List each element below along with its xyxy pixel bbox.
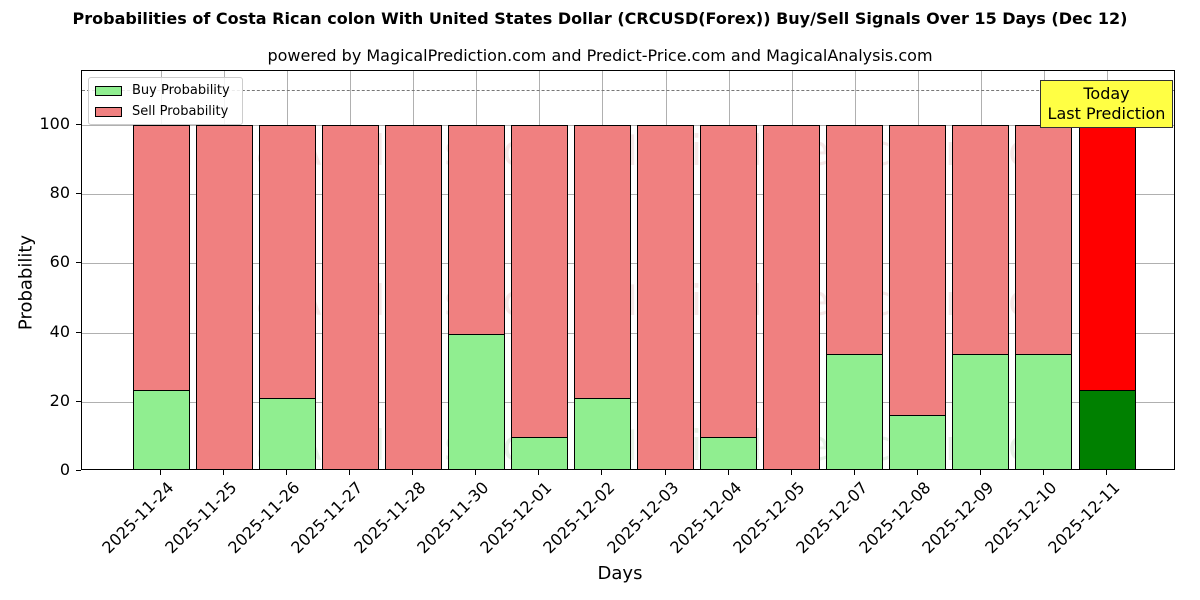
plot-area: MagicalAnalysis.comMagicalPrediction.com… — [81, 70, 1175, 470]
bar-sell — [1015, 125, 1073, 356]
y-tick-mark — [76, 400, 81, 402]
y-tick-mark — [76, 262, 81, 264]
x-tick-mark — [286, 470, 288, 475]
x-tick-mark — [916, 470, 918, 475]
bar-buy — [1015, 354, 1073, 469]
today-annotation: Today Last Prediction — [1040, 80, 1173, 128]
bar-buy — [573, 398, 631, 469]
y-tick-mark — [76, 331, 81, 333]
bar-sell — [258, 125, 316, 400]
x-tick-mark — [223, 470, 225, 475]
bar-sell — [700, 125, 758, 439]
x-tick-mark — [412, 470, 414, 475]
bar-buy — [258, 398, 316, 469]
legend-item-buy: Buy Probability — [95, 83, 230, 98]
bar-buy — [700, 437, 758, 469]
bar-sell — [195, 125, 253, 469]
chart-title: Probabilities of Costa Rican colon With … — [72, 9, 1128, 28]
bar-sell — [510, 125, 568, 439]
x-tick-mark — [1106, 470, 1108, 475]
y-tick-mark — [76, 470, 81, 471]
legend-buy-label: Buy Probability — [132, 83, 230, 98]
y-tick-label: 20 — [49, 390, 70, 410]
x-tick-mark — [727, 470, 729, 475]
x-axis-label: Days — [597, 563, 643, 584]
y-tick-label: 100 — [39, 114, 70, 133]
bar-buy — [447, 333, 505, 469]
y-tick-label: 80 — [49, 183, 70, 203]
bar-sell — [889, 125, 947, 416]
x-tick-mark — [853, 470, 855, 475]
annotation-line-1: Today — [1083, 84, 1130, 103]
x-tick-mark — [979, 470, 981, 475]
bar-sell — [952, 125, 1010, 356]
bar-buy — [826, 354, 884, 469]
legend-sell-label: Sell Probability — [132, 104, 229, 119]
bar-sell — [763, 125, 821, 469]
chart-subtitle: powered by MagicalPrediction.com and Pre… — [267, 46, 933, 65]
bar-buy — [132, 390, 190, 469]
y-tick-mark — [76, 193, 81, 195]
bar-buy — [952, 354, 1010, 469]
bar-buy — [510, 437, 568, 469]
x-tick-mark — [1042, 470, 1044, 475]
y-axis-label: Probability — [15, 234, 37, 331]
x-tick-mark — [538, 470, 540, 475]
bar-sell — [637, 125, 695, 469]
bar-sell — [321, 125, 379, 469]
bar-sell — [826, 125, 884, 356]
x-tick-mark — [349, 470, 351, 475]
x-tick-mark — [601, 470, 603, 475]
legend-item-sell: Sell Probability — [95, 104, 228, 119]
buy-swatch-icon — [95, 85, 122, 96]
sell-swatch-icon — [95, 106, 122, 117]
y-tick-label: 60 — [49, 252, 70, 272]
y-tick-mark — [76, 124, 81, 125]
reference-dashed-line — [82, 90, 1174, 92]
y-tick-label: 40 — [49, 321, 70, 341]
y-tick-label: 0 — [59, 460, 70, 479]
bar-buy — [889, 414, 947, 469]
bar-sell — [447, 125, 505, 335]
x-tick-mark — [790, 470, 792, 475]
bar-sell — [384, 125, 442, 469]
bar-sell — [573, 125, 631, 400]
x-tick-mark — [160, 470, 161, 475]
legend: Buy Probability Sell Probability — [88, 77, 243, 125]
x-tick-mark — [475, 470, 477, 475]
bar-sell — [1078, 125, 1136, 392]
bar-sell — [132, 125, 190, 392]
annotation-line-2: Last Prediction — [1047, 104, 1166, 123]
x-tick-mark — [664, 470, 666, 475]
bar-buy — [1078, 390, 1136, 469]
